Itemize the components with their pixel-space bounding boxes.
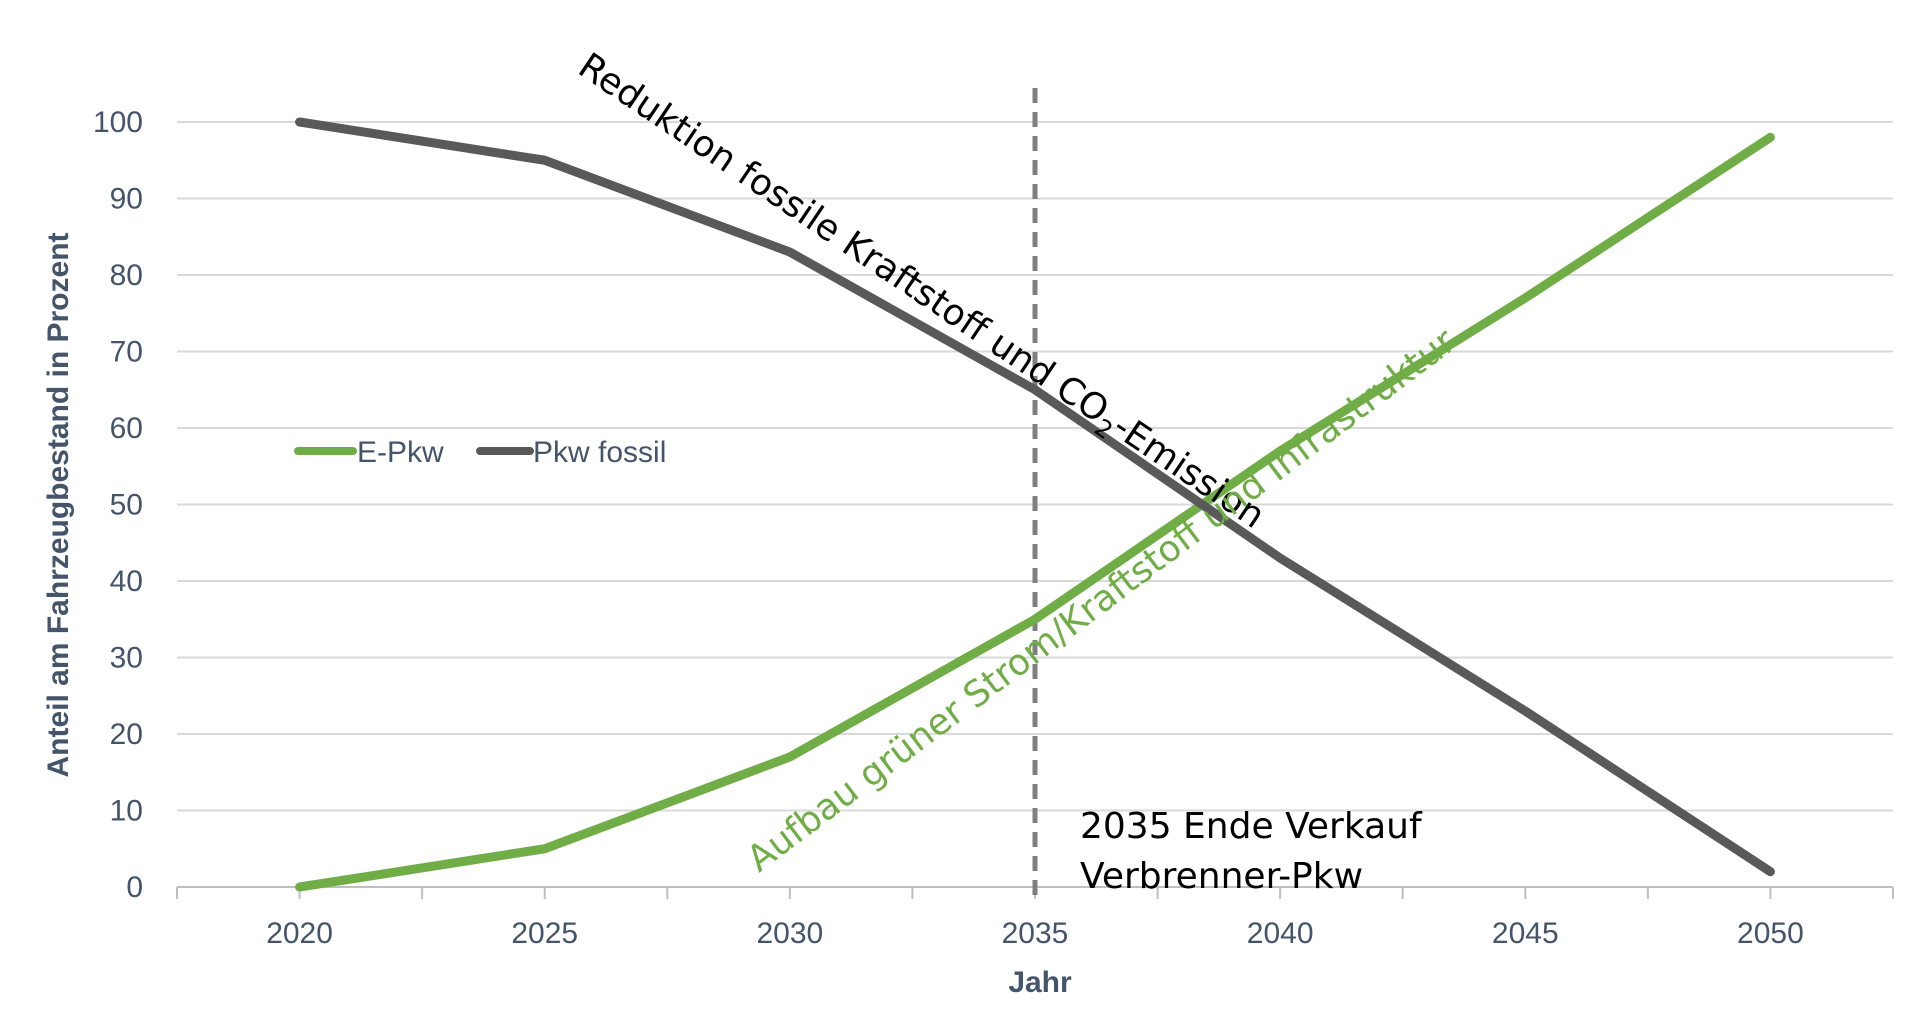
y-tick-label: 90 [110, 183, 143, 216]
x-tick-label: 2020 [266, 917, 333, 950]
x-tick-label: 2030 [756, 917, 823, 950]
annotation-2035-note: 2035 Ende Verkauf Verbrenner-Pkw [1080, 806, 1433, 897]
x-axis: 2020 2025 2030 2035 2040 2045 2050 [176, 886, 1894, 950]
y-tick-label: 0 [126, 871, 143, 904]
y-axis-title: Anteil am Fahrzeugbestand in Prozent [42, 232, 75, 777]
y-tick-label: 50 [110, 489, 143, 522]
series-line-e-pkw [295, 132, 1775, 892]
series-line-pkw-fossil [295, 117, 1775, 877]
x-tick-label: 2045 [1492, 917, 1559, 950]
legend: E-Pkw Pkw fossil [294, 436, 666, 469]
x-tick-label: 2050 [1737, 917, 1804, 950]
y-tick-label: 60 [110, 412, 143, 445]
annotation-2035-line1: 2035 Ende Verkauf [1080, 806, 1423, 847]
annotation-2035-line2: Verbrenner-Pkw [1080, 856, 1363, 897]
x-tick-label: 2035 [1002, 917, 1069, 950]
y-tick-label: 10 [110, 795, 143, 828]
y-tick-label: 40 [110, 565, 143, 598]
x-tick-label: 2025 [511, 917, 578, 950]
x-tick-label: 2040 [1247, 917, 1314, 950]
y-tick-label: 100 [93, 106, 143, 139]
legend-label-pkw-fossil: Pkw fossil [533, 436, 666, 469]
y-axis-ticks: 0 10 20 30 40 50 60 70 80 90 100 [93, 106, 143, 904]
series-lines [295, 117, 1775, 892]
y-tick-label: 80 [110, 259, 143, 292]
annotation-fossil-reduction: Reduktion fossile Kraftstoff und CO2-Emi… [568, 45, 1272, 541]
legend-label-e-pkw: E-Pkw [357, 436, 444, 469]
y-tick-label: 70 [110, 336, 143, 369]
y-tick-label: 20 [110, 718, 143, 751]
y-tick-label: 30 [110, 642, 143, 675]
x-axis-title: Jahr [1008, 966, 1072, 999]
